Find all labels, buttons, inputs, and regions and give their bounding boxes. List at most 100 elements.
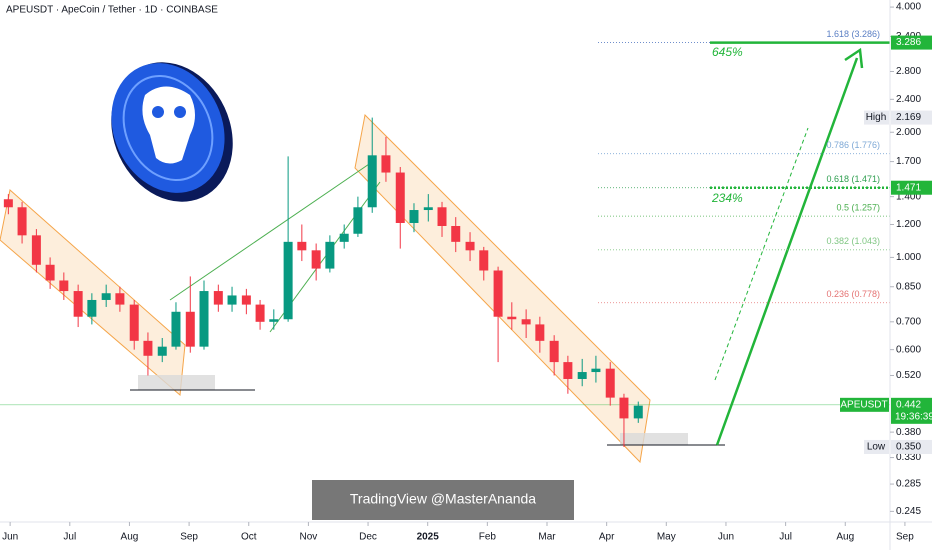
marker-name-box [864, 110, 889, 125]
marker-name: High [866, 112, 887, 123]
projection-arrow-dashed [714, 127, 809, 381]
candle-body [423, 207, 433, 211]
x-tick-label: Mar [538, 532, 556, 543]
candle-body [171, 311, 181, 347]
apecoin-logo [111, 62, 233, 202]
candle-body [31, 235, 41, 265]
candle-body [59, 280, 69, 292]
marker-label: 2.169 [896, 112, 921, 123]
x-tick-label: Jun [2, 532, 18, 543]
candle-body [563, 362, 573, 379]
candle-body [269, 319, 279, 322]
candle-body [101, 293, 111, 300]
y-tick-label: 0.520 [896, 370, 921, 381]
candle-body [451, 225, 461, 242]
annotation: 234% [711, 191, 743, 205]
last-price-name-box [840, 397, 889, 412]
candle-body [297, 241, 307, 251]
candle-body [115, 293, 125, 305]
channel [0, 189, 186, 397]
candle-body [535, 324, 545, 341]
candle-body [213, 291, 223, 305]
candle-body [283, 241, 293, 320]
marker-label: 0.350 [896, 442, 921, 453]
watermark-box [312, 480, 574, 520]
support-box [138, 375, 215, 390]
candle-body [87, 299, 97, 317]
marker-name-box [864, 439, 889, 454]
x-tick-label: Jun [718, 532, 734, 543]
x-tick-label: May [657, 532, 676, 543]
candle-body [199, 291, 209, 347]
marker-box [891, 110, 932, 125]
x-tick-label: Dec [359, 532, 377, 543]
target-box [891, 35, 932, 50]
x-tick-label: Sep [180, 532, 198, 543]
fib-label: 1.618 (3.286) [826, 29, 880, 39]
support-box [620, 433, 688, 445]
candle-body [157, 346, 167, 356]
candle-body [409, 210, 419, 223]
candle-body [339, 233, 349, 242]
fib-label: 0.786 (1.776) [826, 140, 880, 150]
y-tick-label: 0.245 [896, 506, 921, 517]
candle-body [381, 155, 391, 173]
candle-body [227, 295, 237, 305]
candle-body [633, 405, 643, 419]
candle-body [367, 155, 377, 208]
rising-channel [169, 159, 376, 301]
candle-body [255, 304, 265, 322]
annotation: 645% [712, 45, 743, 59]
arrow-head [844, 47, 864, 69]
candle-body [311, 250, 321, 269]
y-tick-label: 0.600 [896, 344, 921, 355]
fib-label: 0.618 (1.471) [826, 174, 880, 184]
y-tick-label: 0.700 [896, 316, 921, 327]
y-tick-label: 2.400 [896, 94, 921, 105]
last-price-label: 0.442 [896, 399, 921, 410]
y-tick-label: 1.000 [896, 252, 921, 263]
last-price-box [891, 397, 932, 424]
x-tick-label: Feb [479, 532, 497, 543]
last-price-name: APEUSDT [840, 399, 887, 410]
candle-body [549, 340, 559, 363]
candle-body [619, 397, 629, 419]
candle-body [465, 241, 475, 251]
y-tick-label: 0.330 [896, 452, 921, 463]
marker-name: Low [867, 442, 886, 453]
y-tick-label: 4.000 [896, 2, 921, 13]
y-tick-label: 0.285 [896, 479, 921, 490]
candle-body [493, 270, 503, 317]
candle-body [521, 319, 531, 325]
target-label: 1.471 [896, 182, 921, 193]
candle-body [45, 264, 55, 281]
candle-body [73, 291, 83, 317]
chart-title: APEUSDT · ApeCoin / Tether · 1D · COINBA… [6, 5, 218, 16]
candle-body [353, 207, 363, 234]
y-tick-label: 2.800 [896, 66, 921, 77]
x-tick-label: 2025 [417, 532, 440, 543]
x-tick-label: Aug [121, 532, 139, 543]
candle-body [437, 207, 447, 226]
marker-box [891, 439, 932, 454]
projection-arrow [715, 57, 859, 446]
x-tick-label: Sep [896, 532, 914, 543]
y-tick-label: 2.000 [896, 127, 921, 138]
candle-body [17, 207, 27, 236]
candle-body [577, 372, 587, 379]
candle-body [129, 304, 139, 341]
x-tick-label: Nov [299, 532, 317, 543]
target-label: 3.286 [896, 37, 921, 48]
y-tick-label: 1.400 [896, 191, 921, 202]
candle-body [479, 250, 489, 271]
candle-body [325, 241, 335, 269]
y-tick-label: 0.850 [896, 281, 921, 292]
x-tick-label: Jul [63, 532, 76, 543]
y-tick-label: 0.380 [896, 427, 921, 438]
x-tick-label: Jul [779, 532, 792, 543]
x-tick-label: Apr [599, 532, 615, 543]
watermark: TradingView @MasterAnanda [350, 491, 536, 507]
candle-body [605, 368, 615, 398]
target-box [891, 180, 932, 195]
